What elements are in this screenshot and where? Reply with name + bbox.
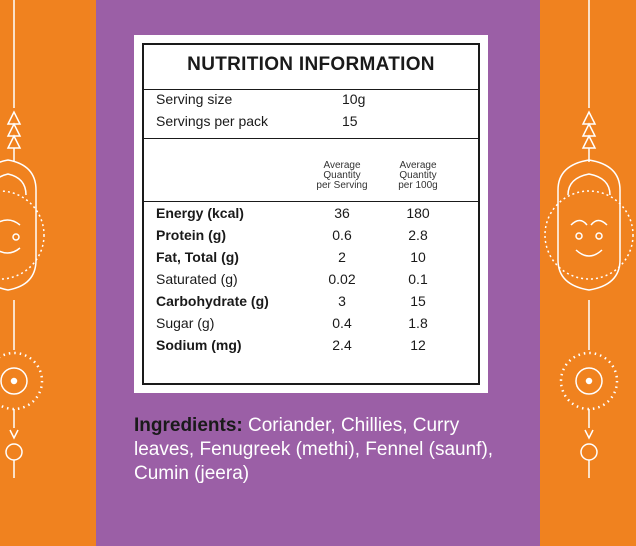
ingredients-label: Ingredients: (134, 415, 243, 436)
serving-size-value: 10g (342, 91, 366, 107)
nutrient-name: Saturated (g) (156, 271, 238, 287)
per-serving-value: 2.4 (332, 337, 352, 353)
per-100g-value: 12 (410, 337, 426, 353)
nutrient-name: Protein (g) (156, 227, 226, 243)
col-header-line: Quantity (323, 170, 361, 181)
col-header-per-100g: Average Quantity per 100g (382, 161, 454, 191)
nutrient-name: Sodium (mg) (156, 337, 242, 353)
per-serving-value: 3 (338, 293, 346, 309)
nutrient-name: Energy (kcal) (156, 205, 244, 221)
kathakali-face-ornament-icon (0, 0, 45, 478)
per-100g-value: 2.8 (408, 227, 428, 243)
panel-title: NUTRITION INFORMATION (187, 54, 435, 75)
per-100g-value: 180 (406, 205, 430, 221)
ingredients-text: Ingredients: Coriander, Chillies, Curry … (134, 414, 494, 486)
col-header-line: per Serving (316, 180, 368, 191)
divider (144, 138, 478, 139)
per-serving-value: 36 (334, 205, 350, 221)
col-header-line: Average (323, 160, 361, 171)
servings-per-pack-value: 15 (342, 113, 358, 129)
ingredients-list: Coriander, Chillies, Curry leaves, Fenug… (134, 415, 494, 484)
per-serving-value: 0.4 (332, 315, 352, 331)
nutrient-name: Fat, Total (g) (156, 249, 239, 265)
per-serving-value: 0.6 (332, 227, 352, 243)
nutrient-name: Carbohydrate (g) (156, 293, 269, 309)
col-header-line: per 100g (398, 180, 438, 191)
col-header-line: Quantity (399, 170, 437, 181)
nutrient-name: Sugar (g) (156, 315, 215, 331)
right-side-panel (540, 0, 636, 546)
col-header-per-serving: Average Quantity per Serving (306, 161, 378, 191)
left-side-panel (0, 0, 96, 546)
nutrition-card: NUTRITION INFORMATION Serving size 10g S… (134, 35, 488, 393)
servings-per-pack-label: Servings per pack (156, 113, 269, 129)
per-100g-value: 1.8 (408, 315, 428, 331)
nutrition-panel: NUTRITION INFORMATION Serving size 10g S… (142, 43, 480, 385)
per-100g-value: 10 (410, 249, 426, 265)
kathakali-face-ornament-icon (544, 0, 634, 478)
serving-size-label: Serving size (156, 91, 233, 107)
col-header-line: Average (399, 160, 437, 171)
divider (144, 89, 478, 90)
divider (144, 201, 478, 202)
per-serving-value: 0.02 (328, 271, 356, 287)
per-serving-value: 2 (338, 249, 346, 265)
per-100g-value: 0.1 (408, 271, 428, 287)
per-100g-value: 15 (410, 293, 426, 309)
